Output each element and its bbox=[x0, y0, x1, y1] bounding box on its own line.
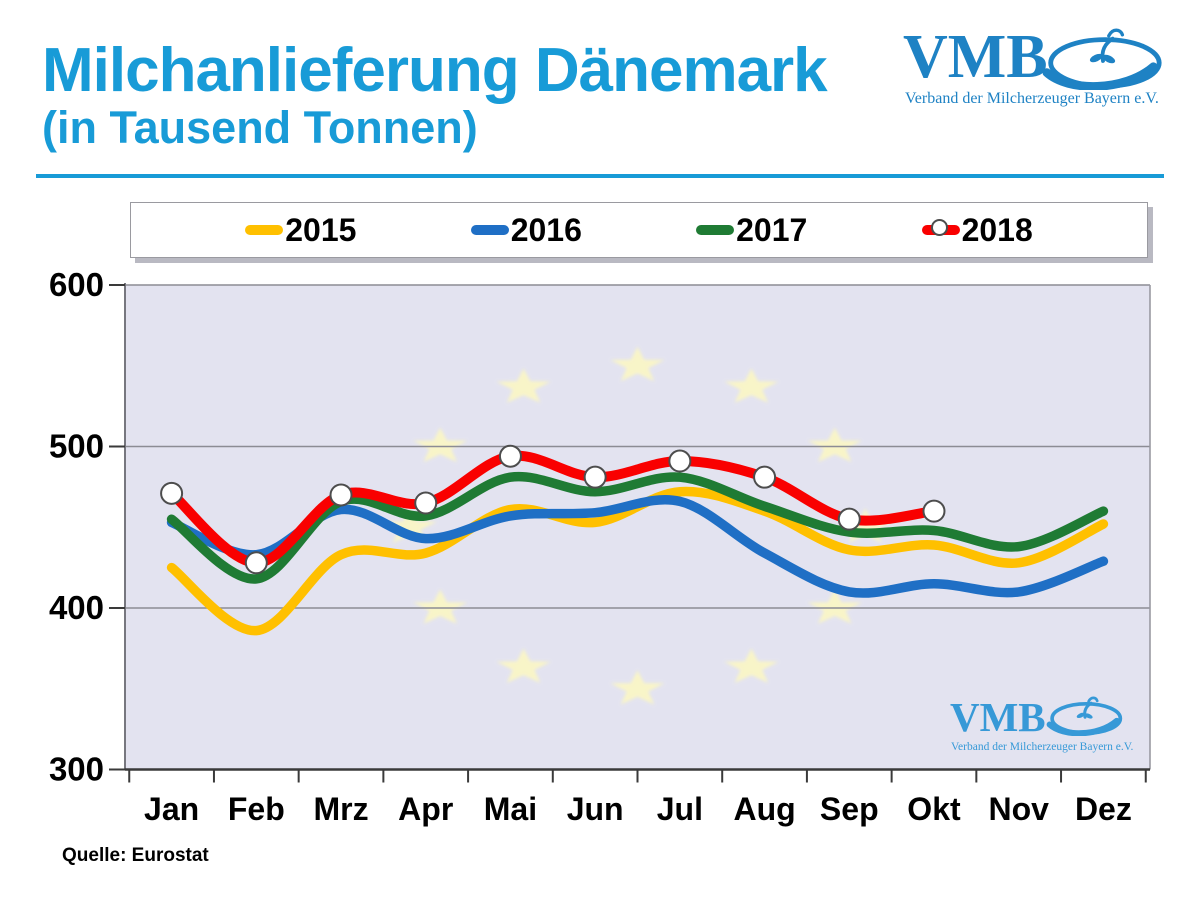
data-point-2018-Mrz bbox=[329, 483, 353, 507]
eu-star bbox=[724, 648, 779, 683]
eu-star bbox=[382, 508, 437, 543]
data-point-2018-Aug bbox=[753, 465, 777, 489]
legend-item-2017: 2017 bbox=[696, 212, 807, 249]
legend-swatch-2018 bbox=[921, 219, 960, 236]
eu-star bbox=[496, 648, 551, 683]
title-divider bbox=[36, 174, 1164, 178]
x-axis-label-Mai: Mai bbox=[484, 791, 537, 827]
vmb-logo: VMB Verband der Milcherzeuger Bayern e.V… bbox=[903, 22, 1173, 112]
legend-label-2016: 2016 bbox=[510, 211, 582, 248]
legend-item-2018: 2018 bbox=[921, 211, 1033, 249]
x-axis-label-Sep: Sep bbox=[820, 791, 879, 827]
x-axis-label-Apr: Apr bbox=[398, 791, 453, 827]
legend-item-2015: 2015 bbox=[245, 212, 356, 249]
eu-star bbox=[413, 427, 468, 462]
legend-marker-2018 bbox=[930, 219, 948, 236]
legend-label-2015: 2015 bbox=[285, 211, 357, 248]
data-point-2018-Okt bbox=[922, 499, 946, 523]
x-axis-label-Mrz: Mrz bbox=[313, 791, 368, 827]
chart-legend: 2015 2016 2017 2018 bbox=[130, 202, 1148, 258]
data-point-2018-Jul bbox=[668, 449, 692, 473]
vmb-watermark-text: VMB bbox=[950, 694, 1046, 740]
x-axis-label-Nov: Nov bbox=[988, 791, 1049, 827]
eu-star bbox=[413, 589, 468, 624]
series-line-2018 bbox=[166, 450, 939, 568]
data-point-2018-Jun bbox=[583, 465, 607, 489]
legend-item-2016: 2016 bbox=[470, 211, 582, 249]
data-point-2018-Jan bbox=[160, 481, 184, 505]
x-axis-label-Jun: Jun bbox=[567, 791, 624, 827]
x-axis-label-Okt: Okt bbox=[907, 791, 961, 827]
data-point-2018-Apr bbox=[414, 491, 438, 515]
vmb-logo-text: VMB bbox=[903, 23, 1048, 91]
milk-swirl-icon-small bbox=[1046, 696, 1124, 741]
x-axis-label-Jan: Jan bbox=[144, 791, 199, 827]
legend-swatch-2017 bbox=[696, 225, 735, 235]
eu-star bbox=[724, 368, 779, 403]
x-axis-label-Aug: Aug bbox=[733, 791, 795, 827]
legend-label-2018: 2018 bbox=[961, 211, 1033, 248]
data-point-2018-Feb bbox=[244, 551, 268, 575]
eu-stars-watermark bbox=[382, 346, 893, 705]
vmb-watermark-subtitle: Verband der Milcherzeuger Bayern e.V. bbox=[951, 741, 1134, 753]
series-line-2015 bbox=[166, 486, 1109, 636]
legend-swatch-2016 bbox=[470, 225, 509, 235]
source-note: Quelle: Eurostat bbox=[62, 845, 209, 866]
y-axis-label-400: 400 bbox=[49, 589, 104, 626]
eu-star bbox=[838, 508, 893, 543]
x-axis-label-Feb: Feb bbox=[228, 791, 285, 827]
y-axis-label-600: 600 bbox=[49, 266, 104, 303]
legend-swatch-2015 bbox=[245, 225, 284, 235]
eu-star bbox=[807, 589, 862, 624]
y-axis-label-500: 500 bbox=[49, 428, 104, 465]
eu-star bbox=[807, 427, 862, 462]
page-subtitle: (in Tausend Tonnen) bbox=[42, 102, 478, 153]
eu-star bbox=[610, 670, 665, 705]
data-point-2018-Sep bbox=[837, 507, 861, 531]
eu-star bbox=[610, 346, 665, 382]
page-title: Milchanlieferung Dänemark bbox=[42, 36, 828, 105]
data-point-2018-Mai bbox=[498, 444, 522, 468]
x-axis-label-Dez: Dez bbox=[1075, 791, 1132, 827]
y-axis-label-300: 300 bbox=[49, 751, 104, 788]
milk-swirl-icon bbox=[1039, 28, 1167, 95]
eu-star bbox=[496, 368, 551, 403]
series-line-2017 bbox=[166, 471, 1109, 584]
x-axis-label-Jul: Jul bbox=[657, 791, 703, 827]
vmb-watermark-logo: VMB Verband der Milcherzeuger Bayern e.V… bbox=[950, 694, 1150, 764]
legend-label-2017: 2017 bbox=[736, 211, 808, 248]
vmb-logo-subtitle: Verband der Milcherzeuger Bayern e.V. bbox=[905, 90, 1159, 107]
